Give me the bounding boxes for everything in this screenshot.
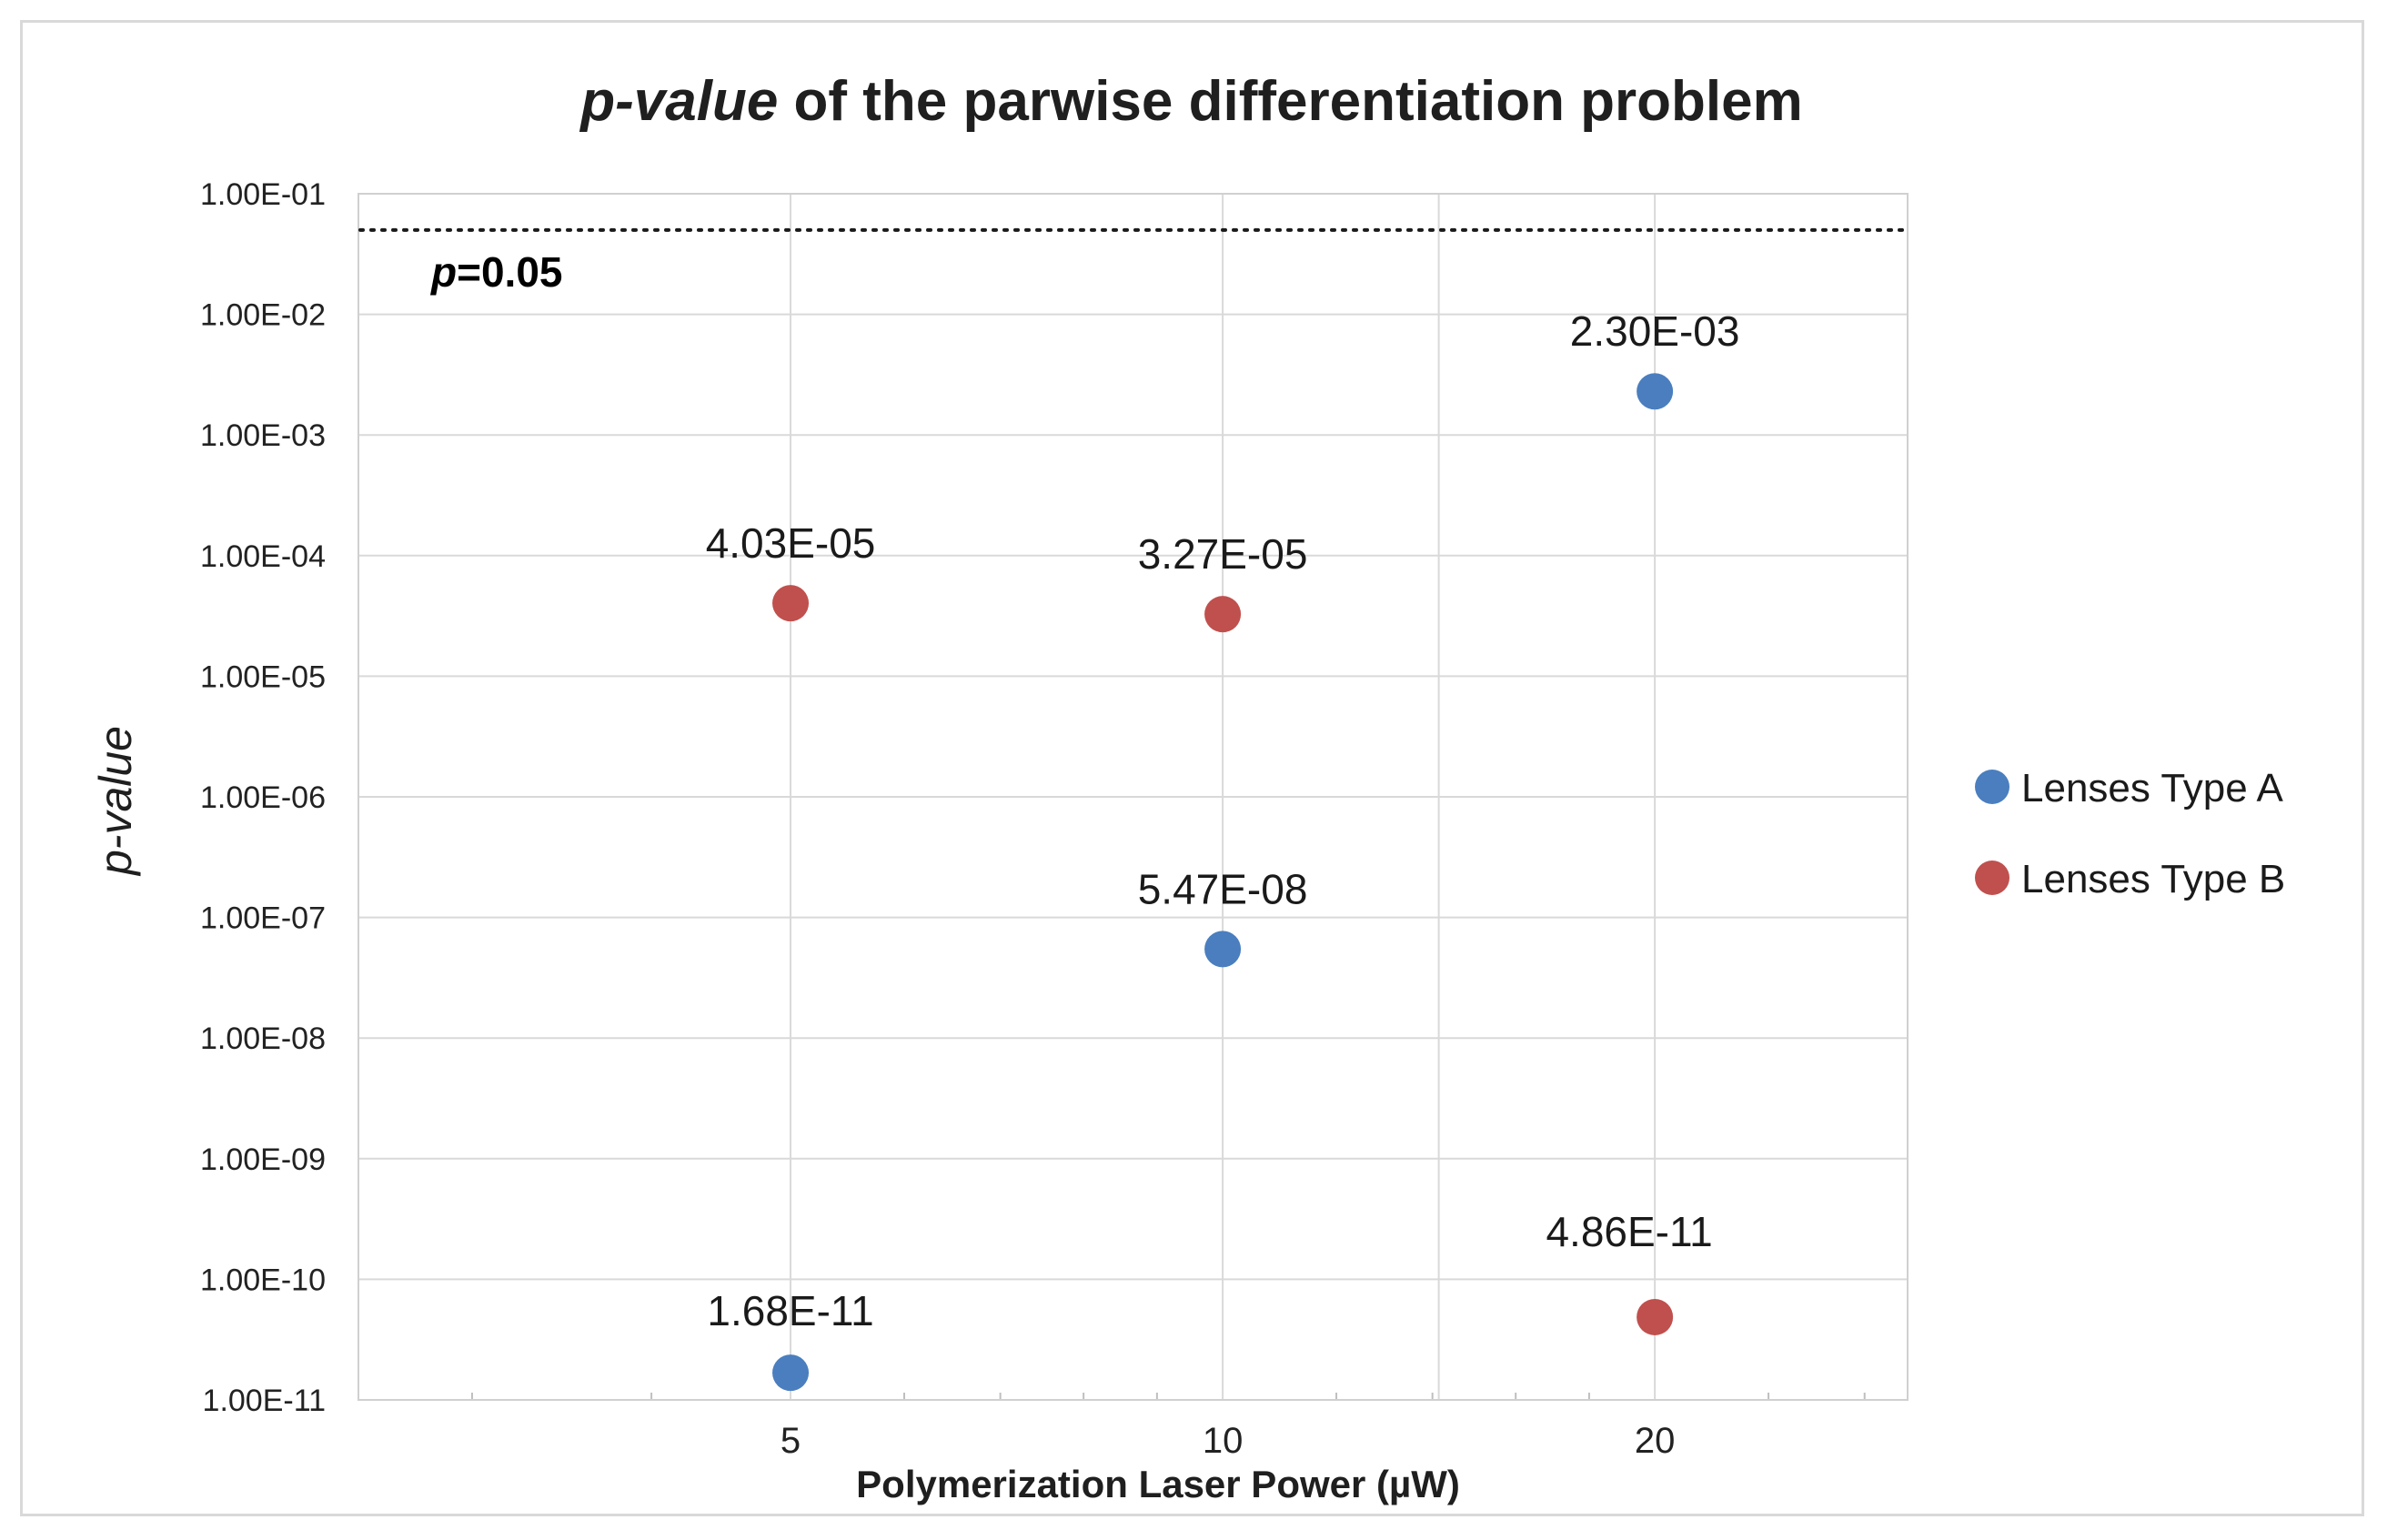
data-point: [772, 1354, 810, 1392]
y-tick-label: 1.00E-09: [200, 1142, 326, 1177]
threshold-label-rest: =0.05: [457, 248, 562, 296]
data-point: [1637, 373, 1674, 410]
threshold-label-italic: p: [429, 248, 457, 296]
y-axis-label: p-value: [90, 726, 141, 877]
data-label: 4.03E-05: [706, 519, 876, 567]
y-tick-label: 1.00E-08: [200, 1022, 326, 1056]
x-tick-label: 20: [1635, 1421, 1676, 1461]
legend-label: Lenses Type B: [2021, 857, 2285, 901]
y-tick-label: 1.00E-04: [200, 539, 326, 574]
y-tick-label: 1.00E-03: [200, 418, 326, 453]
chart-title-italic: p-value: [579, 70, 778, 133]
y-tick-label: 1.00E-01: [200, 177, 326, 212]
y-tick-label: 1.00E-11: [203, 1384, 326, 1418]
legend-marker: [1975, 770, 2009, 804]
y-tick-label: 1.00E-05: [200, 659, 326, 694]
data-label: 4.86E-11: [1546, 1208, 1712, 1255]
x-tick-labels: 5 10 20: [781, 1421, 1675, 1461]
plot-area-border: [358, 193, 1909, 1401]
legend-marker: [1975, 861, 2009, 895]
data-label: 3.27E-05: [1138, 530, 1308, 578]
x-axis-label: Polymerization Laser Power (µW): [856, 1463, 1460, 1505]
data-point: [1204, 596, 1242, 633]
x-tick-label: 5: [781, 1421, 801, 1461]
data-label: 2.30E-03: [1570, 307, 1740, 355]
chart-title-rest: of the parwise differentiation problem: [778, 70, 1802, 133]
chart-frame: [20, 20, 2364, 1516]
data-points: [772, 373, 1674, 1392]
data-point: [1637, 1298, 1674, 1335]
data-label: 1.68E-11: [707, 1287, 873, 1334]
y-tick-label: 1.00E-06: [200, 780, 326, 815]
legend: Lenses Type A Lenses Type B: [1975, 766, 2285, 901]
y-tick-label: 1.00E-07: [200, 901, 326, 936]
data-point: [1204, 931, 1242, 968]
legend-label: Lenses Type A: [2021, 766, 2284, 810]
threshold-label: p=0.05: [429, 248, 563, 296]
y-tick-label: 1.00E-10: [200, 1263, 326, 1297]
data-point: [772, 585, 810, 622]
chart-title: p-value of the parwise differentiation p…: [579, 70, 1803, 133]
data-label: 5.47E-08: [1138, 865, 1308, 912]
x-tick-label: 10: [1203, 1421, 1244, 1461]
y-tick-label: 1.00E-02: [200, 298, 326, 333]
data-labels: 1.68E-11 5.47E-08 2.30E-03 4.03E-05 3.27E-05…: [706, 307, 1740, 1334]
y-tick-labels: 1.00E-01 1.00E-02 1.00E-03 1.00E-04 1.00E-05…: [200, 177, 326, 1418]
x-minor-ticks: [470, 1393, 1866, 1400]
